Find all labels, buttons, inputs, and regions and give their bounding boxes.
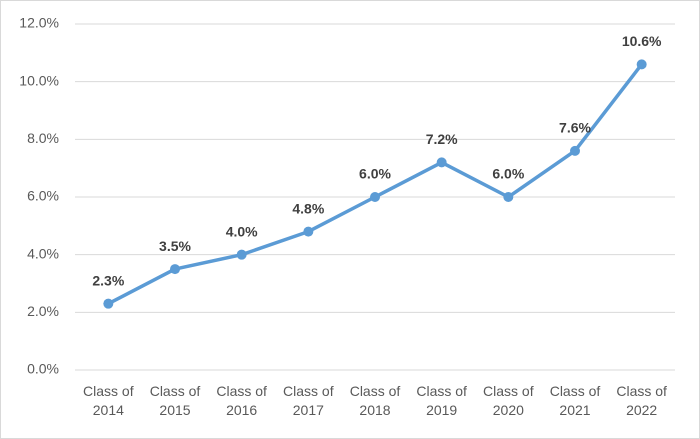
y-tick-label: 8.0% [27, 130, 59, 146]
x-tick-label: Class of 2014 [83, 383, 134, 418]
x-tick-label: Class of 2019 [416, 383, 467, 418]
data-label: 6.0% [492, 166, 524, 182]
x-tick-label: Class of 2018 [349, 383, 401, 418]
point [236, 249, 247, 260]
point [436, 157, 447, 168]
x-tick-label: Class of 2020 [483, 383, 534, 418]
data-label: 4.0% [226, 223, 258, 239]
data-label: 4.8% [292, 200, 324, 216]
y-tick-label: 6.0% [27, 188, 59, 204]
point [503, 192, 514, 202]
point [170, 264, 180, 275]
data-label: 7.6% [559, 120, 591, 136]
y-tick-label: 4.0% [27, 245, 59, 261]
y-tick-label: 0.0% [27, 361, 59, 377]
y-tick-label: 12.0% [19, 15, 59, 31]
x-tick-label: Class of 2015 [149, 383, 201, 418]
data-label: 3.5% [159, 238, 191, 254]
point [370, 192, 380, 202]
data-label: 7.2% [426, 131, 458, 147]
x-tick-label: Class of 2022 [616, 383, 667, 418]
data-label: 6.0% [359, 166, 391, 182]
data-label: 10.6% [622, 33, 662, 49]
point [570, 145, 580, 156]
x-tick-label: Class of 2021 [549, 383, 601, 418]
y-tick-label: 10.0% [19, 72, 59, 88]
point [303, 226, 314, 237]
point [636, 59, 647, 70]
point [103, 298, 114, 309]
y-tick-label: 2.0% [27, 303, 59, 319]
x-tick-label: Class of 2017 [283, 383, 334, 418]
x-tick-label: Class of 2016 [216, 383, 267, 418]
data-label: 2.3% [92, 272, 124, 288]
